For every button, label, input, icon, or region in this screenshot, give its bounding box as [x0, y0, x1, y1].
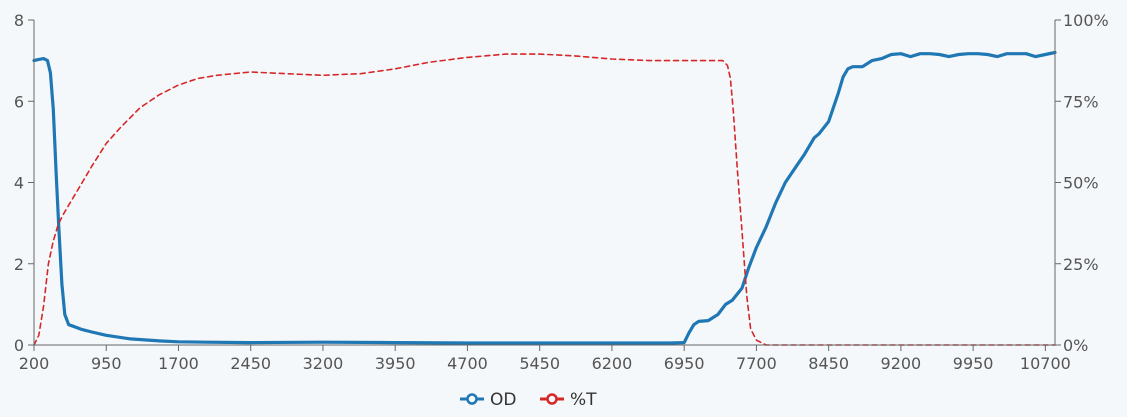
x-tick-label: 200 — [19, 354, 50, 373]
x-tick-label: 3950 — [375, 354, 416, 373]
y-tick-label: 8 — [14, 11, 24, 30]
x-tick-label: 9200 — [881, 354, 922, 373]
plot-area — [32, 50, 1057, 346]
legend-item-transmittance[interactable]: %T — [540, 390, 597, 410]
x-tick-label: 3200 — [303, 354, 344, 373]
legend-swatch-marker — [546, 393, 558, 405]
y2-tick-label: 75% — [1063, 92, 1099, 111]
x-tick-label: 10700 — [1020, 354, 1071, 373]
y-tick-label: 2 — [14, 255, 24, 274]
y2-tick-label: 25% — [1063, 255, 1099, 274]
x-tick-label: 4700 — [447, 354, 488, 373]
x-tick-label: 7700 — [736, 354, 777, 373]
x-tick-label: 8450 — [808, 354, 849, 373]
legend-label: %T — [570, 390, 597, 410]
x-tick-label: 1700 — [158, 354, 199, 373]
x-tick-label: 5450 — [519, 354, 560, 373]
y2-tick-label: 0% — [1063, 336, 1088, 355]
x-tick-label: 2450 — [230, 354, 271, 373]
axes: 200 950 1700 2450 3200 3950 4700 5450 6200 6950 77… — [14, 11, 1109, 373]
x-tick-label: 9950 — [953, 354, 994, 373]
y-tick-label: 6 — [14, 92, 24, 111]
series-line-od — [32, 50, 1057, 345]
y2-tick-label: 100% — [1063, 11, 1109, 30]
x-tick-label: 6950 — [664, 354, 705, 373]
legend-label: OD — [490, 390, 516, 410]
legend-swatch-marker — [466, 393, 478, 405]
series-line-transmittance — [33, 53, 1056, 346]
y-tick-label: 0 — [14, 336, 24, 355]
y2-tick-label: 50% — [1063, 174, 1099, 193]
legend-item-od[interactable]: OD — [460, 390, 516, 410]
x-tick-label: 6200 — [592, 354, 633, 373]
x-tick-label: 950 — [91, 354, 122, 373]
legend: OD %T — [460, 390, 597, 410]
y-tick-label: 4 — [14, 174, 24, 193]
